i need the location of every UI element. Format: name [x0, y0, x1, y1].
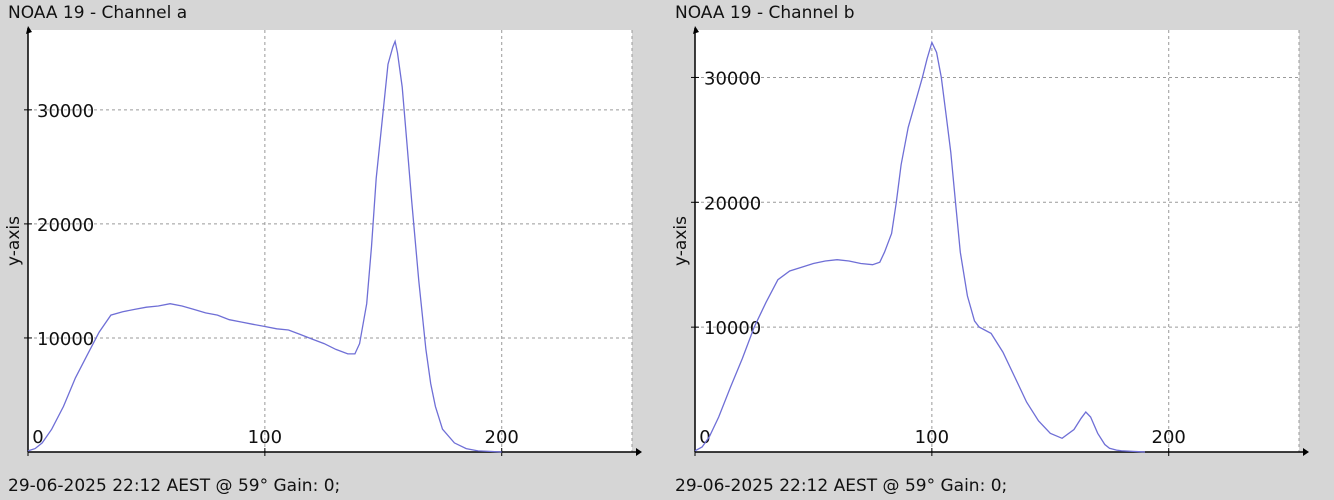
x-tick-label: 100: [915, 427, 949, 448]
series-line: [694, 40, 1146, 453]
x-tick-label: 200: [1152, 427, 1186, 448]
y-tick-label: 30000: [704, 68, 761, 89]
y-axis-arrow: [26, 26, 32, 34]
chart-panel-a: NOAA 19 - Channel a 0 100 200 10000 20000 300…: [0, 0, 660, 500]
plot-area: [695, 30, 1299, 452]
y-tick-label: 10000: [704, 318, 761, 339]
y-axis-arrow: [693, 26, 699, 34]
chart-title: NOAA 19 - Channel b: [675, 3, 855, 23]
x-tick-label: 0: [699, 427, 710, 448]
chart-plot: 0 100 200 10000 20000 30000 y-axis: [671, 26, 1309, 456]
x-tick-label: 100: [248, 427, 282, 448]
pass-info: 29-06-2025 22:12 AEST @ 59° Gain: 0;: [8, 476, 341, 496]
y-tick-label: 30000: [37, 101, 94, 122]
chart-panel-b: NOAA 19 - Channel b 0 100 200 10000 20000 300…: [667, 0, 1334, 500]
y-tick-label: 10000: [37, 329, 94, 350]
x-axis-arrow: [636, 448, 642, 456]
plot-area: [28, 30, 632, 452]
y-axis-label: y-axis: [4, 216, 24, 266]
chart-title: NOAA 19 - Channel a: [8, 3, 188, 23]
series-line: [27, 39, 502, 453]
chart-plot: 0 100 200 10000 20000 30000 y-axis: [4, 26, 642, 456]
y-tick-label: 20000: [37, 215, 94, 236]
pass-info: 29-06-2025 22:12 AEST @ 59° Gain: 0;: [675, 476, 1008, 496]
y-tick-label: 20000: [704, 193, 761, 214]
x-tick-label: 0: [32, 427, 43, 448]
x-axis-arrow: [1303, 448, 1309, 456]
y-axis-label: y-axis: [671, 216, 691, 266]
x-tick-label: 200: [485, 427, 519, 448]
